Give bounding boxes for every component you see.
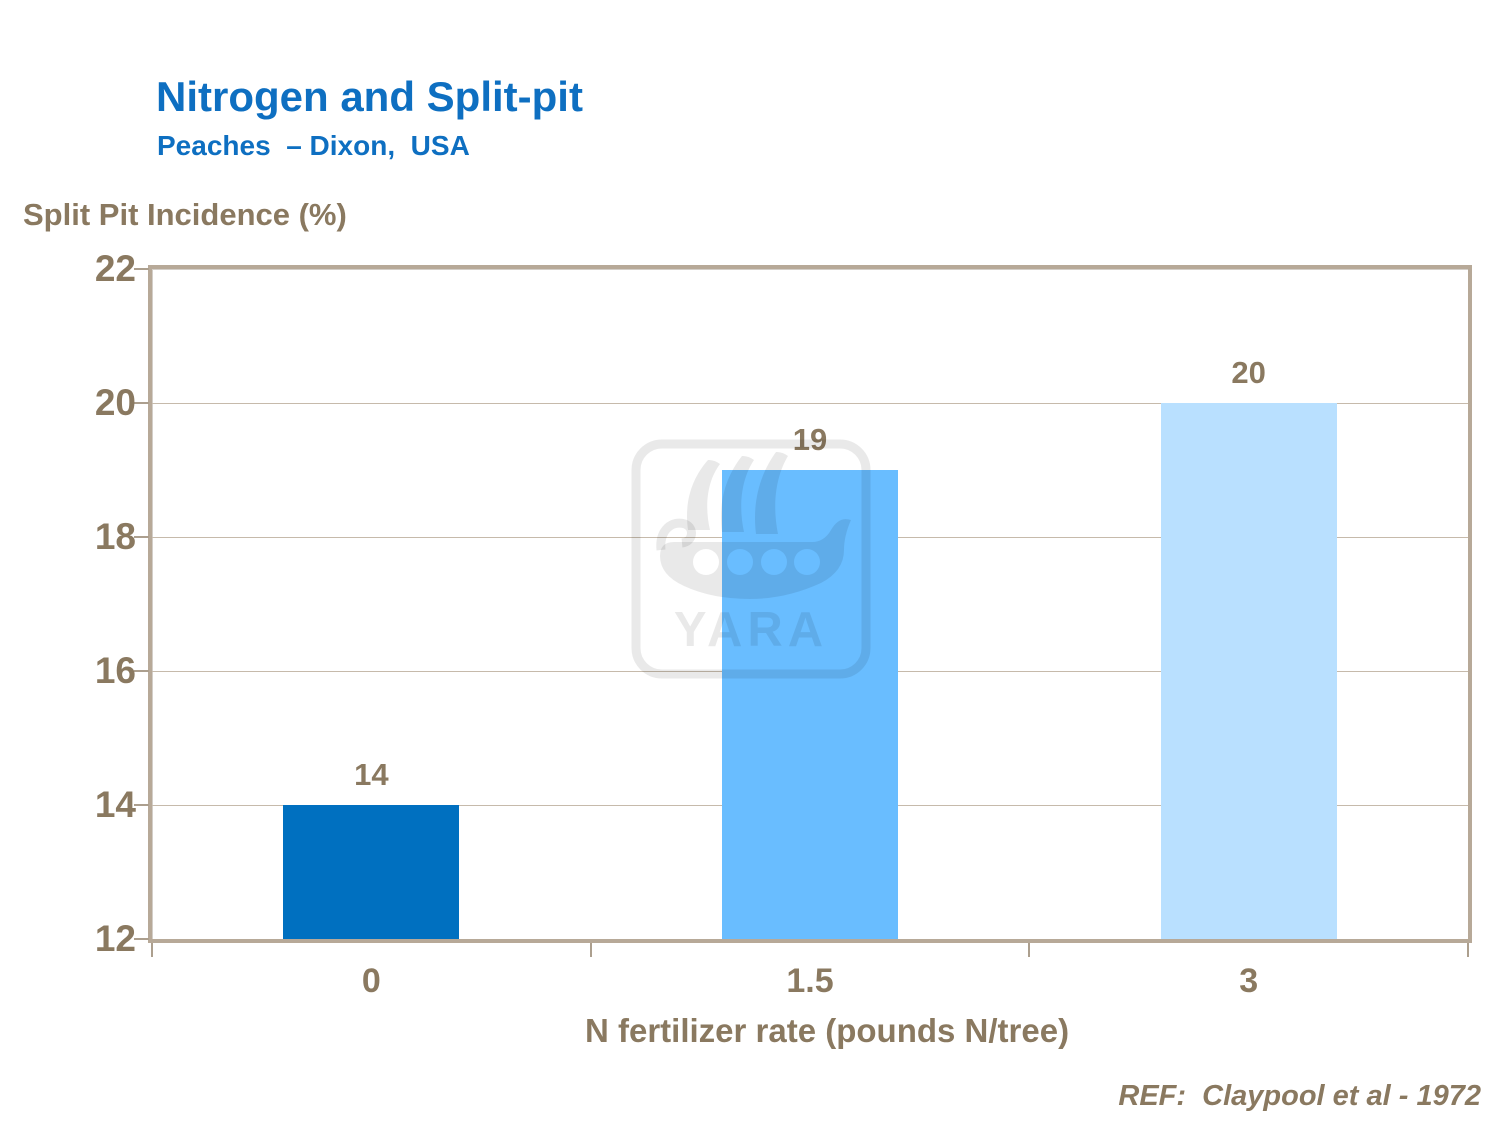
bar-value-label: 19 [792,422,828,457]
x-axis-tick [1028,943,1031,957]
bar-1.5 [722,470,898,939]
y-axis-label: 12 [94,918,136,959]
bar-0 [283,805,460,939]
bar-value-label: 20 [1231,355,1266,390]
gridline [152,402,1468,404]
y-axis-label: 16 [94,650,136,691]
x-category-label: 3 [1239,962,1259,1000]
x-axis-tick [589,943,592,957]
y-axis-label: 20 [94,382,136,423]
bar-value-label: 14 [354,757,389,792]
y-axis-tick [134,536,149,538]
x-category-label: 0 [361,962,381,1000]
x-axis-tick [151,943,153,957]
bar-3 [1160,403,1337,939]
y-axis-label: 14 [94,784,136,825]
x-axis-tick [1467,943,1469,957]
y-axis-tick [134,670,149,672]
slide-title: Nitrogen and Split-pit [156,73,583,120]
y-axis-title: Split Pit Incidence (%) [23,197,347,232]
y-axis-label: 22 [94,248,136,289]
reference-text: REF: Claypool et al - 1972 [1118,1080,1481,1112]
y-axis-tick [134,804,149,806]
y-axis-label: 18 [94,516,136,557]
y-axis-tick [134,938,149,940]
x-category-label: 1.5 [786,962,834,1000]
y-axis-tick [134,402,149,404]
y-axis-tick [134,268,149,270]
x-axis-title: N fertilizer rate (pounds N/tree) [585,1012,1070,1049]
slide-subtitle: Peaches – Dixon, USA [157,130,470,161]
